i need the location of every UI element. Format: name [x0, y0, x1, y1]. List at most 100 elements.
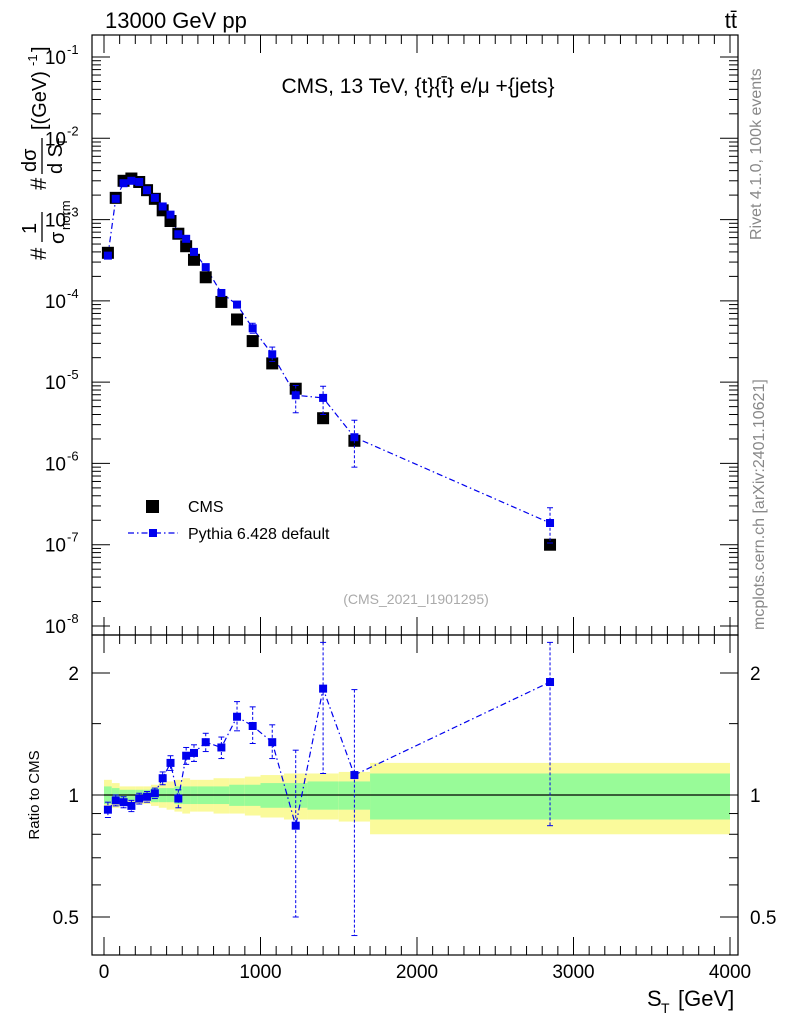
- mc-point: [158, 202, 167, 211]
- mc-point: [111, 194, 120, 203]
- x-tick-label: 3000: [552, 962, 594, 983]
- svg-text:[GeV]: [GeV]: [678, 986, 734, 1011]
- ratio-point: [233, 712, 242, 721]
- mc-series: [103, 176, 555, 544]
- main-y-tick-exponent: -7: [67, 530, 79, 545]
- mc-point: [233, 300, 242, 309]
- ratio-point: [182, 751, 191, 760]
- main-y-tick-label: 10: [45, 373, 66, 394]
- ratio-point: [158, 774, 167, 783]
- main-y-tick-exponent: -3: [67, 205, 79, 220]
- header-process-label: tt̄: [725, 8, 737, 33]
- mc-point: [150, 193, 159, 202]
- ratio-point: [291, 821, 300, 830]
- mc-point: [546, 518, 555, 527]
- ratio-point: [166, 758, 175, 767]
- main-y-tick-label: 10: [45, 617, 66, 638]
- x-axis-label: S T [GeV]: [647, 986, 734, 1016]
- svg-text:norm: norm: [58, 200, 73, 230]
- mc-point: [103, 251, 112, 260]
- main-y-tick-exponent: -6: [67, 448, 79, 463]
- svg-text:1: 1: [19, 223, 41, 234]
- ratio-point: [546, 678, 555, 687]
- legend-cms-marker: [146, 500, 159, 513]
- svg-text:dσ: dσ: [19, 148, 41, 172]
- cms-data-point: [231, 313, 244, 326]
- mc-point: [291, 391, 300, 400]
- ratio-point: [150, 789, 159, 798]
- svg-text:-1: -1: [25, 54, 40, 66]
- svg-text:#: #: [26, 177, 51, 190]
- ratio-point: [189, 748, 198, 757]
- legend-mc-label: Pythia 6.428 default: [188, 526, 330, 543]
- x-tick-label: 0: [99, 962, 110, 983]
- cms-data-point: [187, 253, 200, 266]
- svg-text:]: ]: [29, 46, 51, 52]
- ratio-point: [201, 738, 210, 747]
- chart-title: CMS, 13 TeV, {t}{t̄} e/μ +{jets}: [281, 75, 554, 98]
- ratio-point: [111, 796, 120, 805]
- cms-data-point: [246, 335, 259, 348]
- ratio-y-tick-label-right: 2: [750, 664, 761, 685]
- mc-point: [166, 210, 175, 219]
- mc-point: [319, 393, 328, 402]
- data-series: [101, 172, 557, 551]
- ratio-y-tick-label-right: 0.5: [750, 908, 776, 929]
- cms-data-point: [180, 240, 193, 253]
- ratio-y-axis: 0.5 0.5 1 1 2 2: [53, 664, 777, 929]
- ratio-y-tick-label-left: 0.5: [53, 908, 79, 929]
- ratio-y-tick-label-right: 1: [750, 786, 761, 807]
- ratio-point: [174, 794, 183, 803]
- mc-point: [182, 234, 191, 243]
- legend-cms-label: CMS: [188, 499, 224, 516]
- x-tick-label: 1000: [239, 962, 281, 983]
- main-y-tick-label: 10: [45, 292, 66, 313]
- main-y-tick-label: 10: [45, 48, 66, 69]
- mc-point: [143, 186, 152, 195]
- cms-data-point: [317, 412, 330, 425]
- main-y-tick-label: 10: [45, 536, 66, 557]
- ratio-series: [103, 641, 555, 937]
- mc-point: [119, 179, 128, 188]
- site-label: mcplots.cern.ch [arXiv:2401.10621]: [751, 379, 768, 630]
- ratio-point: [268, 738, 277, 747]
- svg-text:d S: d S: [45, 144, 67, 174]
- header-energy-label: 13000 GeV pp: [105, 8, 247, 33]
- mc-point: [201, 263, 210, 272]
- main-y-tick-exponent: -5: [67, 367, 79, 382]
- cms-data-point: [199, 271, 212, 284]
- ratio-point: [119, 798, 128, 807]
- main-y-tick-label: 10: [45, 454, 66, 475]
- ratio-point: [217, 743, 226, 752]
- svg-text:σ: σ: [47, 231, 69, 244]
- main-y-tick-exponent: -2: [67, 123, 79, 138]
- svg-text:#: #: [26, 247, 51, 260]
- ratio-point: [319, 684, 328, 693]
- main-y-axis: 10-810-710-610-510-410-310-210-1: [45, 42, 738, 638]
- mc-point: [350, 433, 359, 442]
- mc-point: [248, 324, 257, 333]
- ratio-point: [127, 801, 136, 810]
- svg-text:S: S: [647, 986, 662, 1011]
- svg-text:[(GeV): [(GeV): [29, 71, 51, 130]
- main-panel-frame: [91, 34, 739, 636]
- ratio-y-tick-label-left: 1: [68, 786, 79, 807]
- ratio-point: [103, 805, 112, 814]
- ratio-point: [135, 794, 144, 803]
- mc-point: [127, 176, 136, 185]
- legend-mc-marker: [149, 529, 157, 537]
- mc-point: [135, 177, 144, 186]
- main-y-tick-exponent: -1: [67, 42, 79, 57]
- main-y-axis-label: # 1 σ norm # dσ d S T [(GeV) -1 ]: [19, 46, 73, 260]
- main-y-tick-exponent: -4: [67, 286, 79, 301]
- analysis-watermark: (CMS_2021_I1901295): [343, 591, 489, 607]
- x-axis: 0 1000 2000 3000 4000: [99, 35, 751, 983]
- mc-point: [217, 288, 226, 297]
- main-y-tick-label: 10: [45, 211, 66, 232]
- mc-point: [268, 350, 277, 359]
- ratio-point: [248, 721, 257, 730]
- ratio-band-inner: [370, 773, 730, 820]
- ratio-y-axis-label: Ratio to CMS: [26, 750, 43, 839]
